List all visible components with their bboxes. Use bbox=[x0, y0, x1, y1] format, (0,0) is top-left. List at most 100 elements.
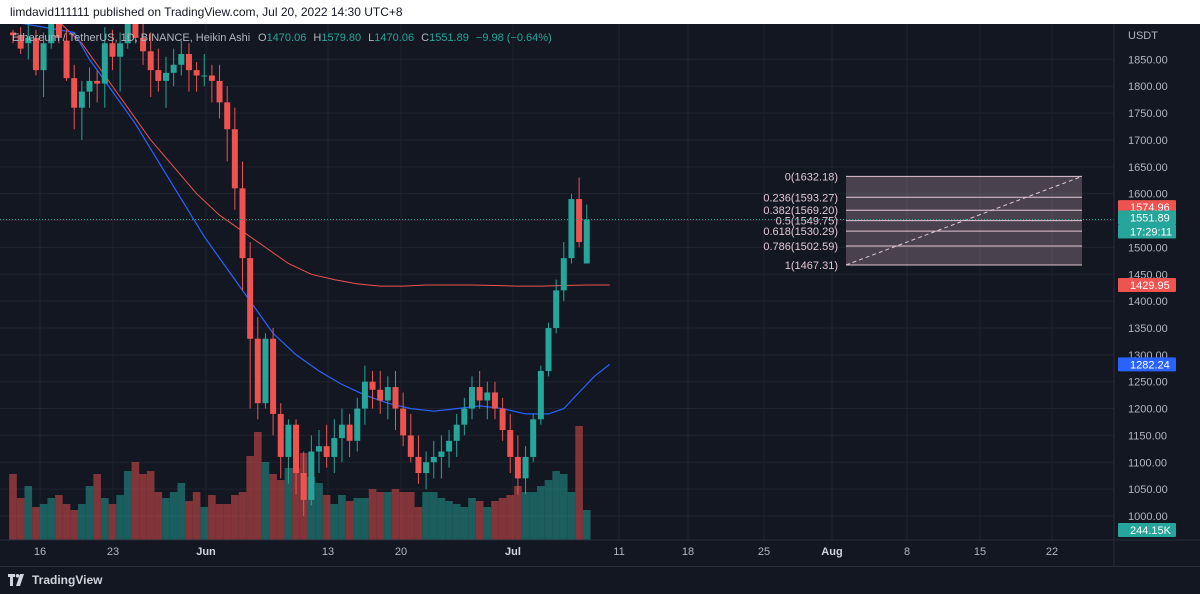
candle-body bbox=[553, 290, 560, 328]
volume-bar bbox=[475, 501, 484, 540]
y-tick-label: 1700.00 bbox=[1128, 135, 1168, 147]
y-tick-label: 1150.00 bbox=[1128, 430, 1167, 442]
x-tick-label: 15 bbox=[974, 546, 986, 558]
candle bbox=[568, 193, 575, 264]
volume-bar bbox=[529, 492, 537, 540]
candle bbox=[277, 403, 284, 479]
candle-body bbox=[491, 392, 498, 409]
price-tag-bg bbox=[1118, 357, 1176, 372]
candle bbox=[583, 204, 590, 264]
candle-body bbox=[392, 387, 399, 409]
candle-body bbox=[94, 80, 101, 84]
fib-level-label: 0.236(1593.27) bbox=[763, 192, 838, 204]
candle bbox=[40, 32, 47, 97]
candle-body bbox=[178, 54, 185, 65]
candle bbox=[300, 451, 307, 516]
y-tick-label: 1500.00 bbox=[1128, 242, 1168, 254]
price-tag[interactable]: 244.15K bbox=[1118, 523, 1176, 537]
volume-bar bbox=[276, 480, 285, 540]
price-tag[interactable]: 1282.24 bbox=[1118, 357, 1176, 372]
volume-bar bbox=[93, 474, 101, 540]
y-tick-label: 1000.00 bbox=[1128, 511, 1168, 523]
x-tick-label: 16 bbox=[34, 546, 46, 558]
candle bbox=[117, 32, 124, 92]
volume-bar bbox=[414, 507, 423, 540]
volume-bar bbox=[483, 507, 492, 540]
volume-bar bbox=[353, 498, 362, 540]
candle bbox=[254, 317, 261, 420]
candle-body bbox=[583, 219, 590, 264]
price-tag-bg bbox=[1118, 210, 1176, 225]
l-label: L bbox=[368, 32, 374, 44]
candle bbox=[430, 440, 437, 479]
tradingview-logo[interactable]: TradingView bbox=[8, 573, 102, 587]
price-chart[interactable]: 0(1632.18)0.236(1593.27)0.382(1569.20)0.… bbox=[0, 8, 1200, 566]
candle-body bbox=[316, 446, 322, 452]
candle bbox=[323, 424, 330, 468]
price-tag[interactable]: 1429.95 bbox=[1118, 278, 1176, 293]
volume-bar bbox=[154, 492, 163, 540]
candle bbox=[147, 32, 154, 97]
volume-bar bbox=[78, 504, 86, 540]
candle-body bbox=[40, 43, 47, 71]
volume-bar bbox=[384, 492, 392, 540]
volume-bar bbox=[108, 504, 117, 540]
y-tick-label: 1400.00 bbox=[1128, 296, 1168, 308]
y-tick-label: 1100.00 bbox=[1128, 457, 1167, 469]
candle bbox=[94, 70, 101, 103]
volume-bar bbox=[567, 492, 576, 540]
candle-body bbox=[576, 199, 583, 243]
candle bbox=[499, 397, 506, 441]
volume-bar bbox=[445, 501, 453, 540]
time-axis[interactable]: 16 23 Jun 13 20 Jul 11 18 25 Aug 8 15 22 bbox=[0, 539, 1200, 558]
candle-body bbox=[338, 424, 345, 439]
chart-area[interactable]: 0(1632.18) 0.236(1593.27) 0.382(1569.20) 0.… bbox=[0, 8, 1200, 566]
candle bbox=[384, 376, 391, 420]
candle-body bbox=[453, 424, 460, 441]
candle-body bbox=[147, 51, 154, 71]
candle bbox=[63, 29, 70, 81]
candle-body bbox=[300, 473, 307, 500]
candle bbox=[170, 48, 177, 87]
volume-bar bbox=[506, 495, 515, 540]
price-tag-value: 1551.89 bbox=[1130, 213, 1170, 225]
o-value: 1470.06 bbox=[267, 32, 307, 44]
candle bbox=[423, 451, 430, 490]
axis-unit: USDT bbox=[1128, 30, 1158, 42]
candle bbox=[530, 413, 537, 463]
fib-level-label: 0.786(1502.59) bbox=[763, 241, 838, 253]
candle-body bbox=[537, 370, 544, 420]
price-tag[interactable]: 17:29:11 bbox=[1118, 224, 1176, 239]
candle-body bbox=[17, 35, 24, 49]
price-tag[interactable]: 1551.89 bbox=[1118, 210, 1176, 225]
volume-bar bbox=[399, 492, 407, 540]
price-tag-bg bbox=[1118, 523, 1176, 537]
volume-bar bbox=[491, 501, 499, 540]
candle bbox=[377, 370, 384, 414]
fibonacci-retracement[interactable]: 0(1632.18)0.236(1593.27)0.382(1569.20)0.… bbox=[763, 171, 1083, 272]
publish-header: limdavid111111 published on TradingView.… bbox=[0, 0, 1200, 24]
grid bbox=[0, 24, 1114, 540]
x-tick-label: 18 bbox=[682, 546, 694, 558]
volume-bar bbox=[192, 492, 201, 540]
candle-body bbox=[407, 435, 414, 457]
candle-body bbox=[32, 37, 39, 71]
candle bbox=[407, 413, 414, 463]
h-value: 1579.80 bbox=[321, 32, 361, 44]
candle-body bbox=[377, 389, 384, 401]
candle-body bbox=[216, 80, 223, 103]
price-tag-value: 17:29:11 bbox=[1130, 227, 1172, 239]
fib-level-label: 1(1467.31) bbox=[785, 260, 838, 272]
moving-average-slow-line bbox=[12, 10, 610, 287]
candle bbox=[553, 279, 560, 334]
volume-bar bbox=[575, 426, 583, 540]
volume-bar bbox=[338, 495, 346, 540]
candle-body bbox=[438, 451, 445, 457]
candle bbox=[208, 64, 215, 103]
candle bbox=[522, 446, 529, 495]
price-tags: 1574.961551.8917:29:111429.951282.24244.… bbox=[1118, 200, 1176, 537]
x-tick-label: 23 bbox=[107, 546, 119, 558]
candle-body bbox=[247, 258, 254, 339]
candle-body bbox=[568, 199, 575, 259]
price-axis[interactable]: USDT 1000.00 1050.00 1100.00 1150.00 1200.00 1… bbox=[1113, 24, 1200, 566]
